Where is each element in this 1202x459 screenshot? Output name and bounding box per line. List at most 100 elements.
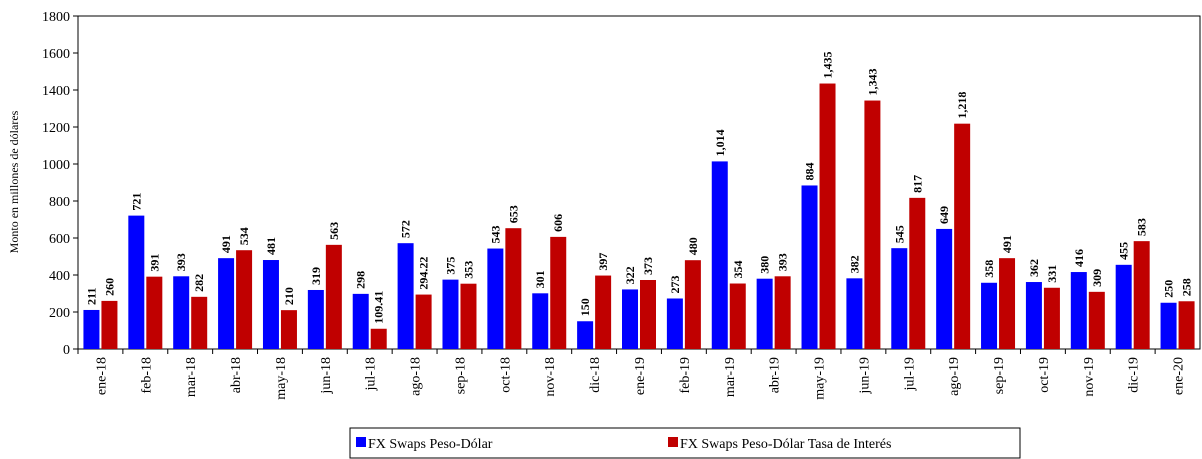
legend-label: FX Swaps Peso-Dólar — [368, 437, 493, 452]
bar — [756, 278, 773, 349]
bar — [801, 185, 818, 349]
bar — [370, 328, 387, 349]
bar — [550, 236, 567, 349]
legend-swatch — [668, 437, 678, 447]
value-label: 210 — [282, 287, 296, 305]
bar — [846, 278, 863, 349]
value-label: 322 — [623, 266, 637, 284]
x-tick-label: abr-18 — [229, 357, 244, 393]
bar — [307, 289, 324, 349]
x-tick-label: jul-18 — [364, 357, 379, 391]
value-label: 373 — [641, 257, 655, 275]
x-tick-label: ago-18 — [409, 357, 424, 396]
value-label: 258 — [1180, 278, 1194, 296]
bar — [711, 161, 728, 349]
y-tick-label: 1400 — [42, 84, 70, 99]
value-label: 211 — [84, 288, 98, 305]
bar — [1115, 264, 1132, 349]
bar — [954, 123, 971, 349]
value-label: 109.41 — [372, 291, 386, 324]
value-label: 543 — [488, 226, 502, 244]
legend-label: FX Swaps Peso-Dólar Tasa de Interés — [680, 437, 891, 452]
x-tick-label: may-19 — [813, 357, 828, 400]
bar — [999, 258, 1016, 349]
x-tick-label: feb-19 — [678, 357, 693, 394]
y-tick-label: 600 — [49, 232, 70, 247]
x-tick-label: jul-19 — [902, 357, 917, 391]
value-label: 282 — [192, 274, 206, 292]
value-label: 375 — [443, 257, 457, 275]
x-tick-label: sep-19 — [992, 357, 1007, 394]
value-label: 391 — [147, 254, 161, 272]
bar — [577, 321, 594, 349]
bar — [1025, 282, 1042, 349]
value-label: 331 — [1045, 265, 1059, 283]
bar — [280, 310, 297, 349]
bar — [218, 258, 235, 349]
value-label: 294.22 — [417, 257, 431, 290]
bar — [864, 100, 881, 349]
y-tick-label: 1000 — [42, 158, 70, 173]
value-label: 273 — [668, 275, 682, 293]
bar — [595, 275, 612, 349]
bar — [532, 293, 549, 349]
bar — [729, 283, 746, 349]
value-label: 358 — [982, 260, 996, 278]
bar — [352, 293, 369, 349]
bar — [1178, 301, 1195, 349]
bar — [909, 197, 926, 349]
value-label: 301 — [533, 270, 547, 288]
x-tick-label: jun-19 — [857, 357, 872, 395]
value-label: 319 — [309, 267, 323, 285]
value-label: 649 — [937, 206, 951, 224]
bar — [774, 276, 791, 349]
bar — [325, 244, 342, 349]
bar — [622, 289, 638, 349]
bar — [819, 83, 836, 350]
legend-box — [349, 427, 1021, 459]
value-label: 150 — [578, 298, 592, 316]
value-label: 393 — [776, 253, 790, 271]
x-tick-label: mar-19 — [723, 357, 738, 397]
y-tick-label: 400 — [49, 269, 70, 284]
value-label: 572 — [399, 220, 413, 238]
value-label: 817 — [910, 175, 924, 193]
value-label: 1,343 — [865, 69, 879, 96]
bar — [101, 300, 118, 349]
x-tick-label: mar-18 — [184, 357, 199, 397]
value-label: 653 — [506, 205, 520, 223]
value-label: 1,014 — [713, 129, 727, 156]
value-label: 1,435 — [821, 52, 835, 79]
bar — [666, 298, 683, 349]
bar — [1160, 302, 1177, 349]
y-tick-label: 800 — [49, 195, 70, 210]
value-label: 491 — [219, 235, 233, 253]
bar — [1088, 291, 1105, 349]
bar — [487, 248, 504, 349]
bar — [262, 260, 279, 349]
value-label: 884 — [803, 162, 817, 180]
value-label: 309 — [1090, 269, 1104, 287]
x-tick-label: ene-18 — [94, 357, 109, 395]
x-tick-label: nov-18 — [543, 357, 558, 397]
bar — [146, 276, 163, 349]
bar — [891, 248, 908, 349]
value-label: 380 — [758, 256, 772, 274]
value-label: 721 — [129, 193, 143, 211]
y-tick-label: 1800 — [42, 10, 70, 25]
bar — [173, 276, 190, 349]
legend-swatch — [356, 437, 366, 447]
bar — [640, 279, 656, 349]
x-tick-label: oct-19 — [1037, 357, 1052, 393]
x-tick-label: abr-19 — [768, 357, 783, 393]
bar — [1133, 241, 1150, 349]
value-label: 416 — [1072, 249, 1086, 267]
value-label: 545 — [892, 225, 906, 243]
x-tick-label: ene-20 — [1172, 357, 1187, 395]
y-tick-label: 1600 — [42, 47, 70, 62]
bar — [460, 283, 477, 349]
bar — [1043, 287, 1060, 349]
x-tick-label: oct-18 — [498, 357, 513, 393]
